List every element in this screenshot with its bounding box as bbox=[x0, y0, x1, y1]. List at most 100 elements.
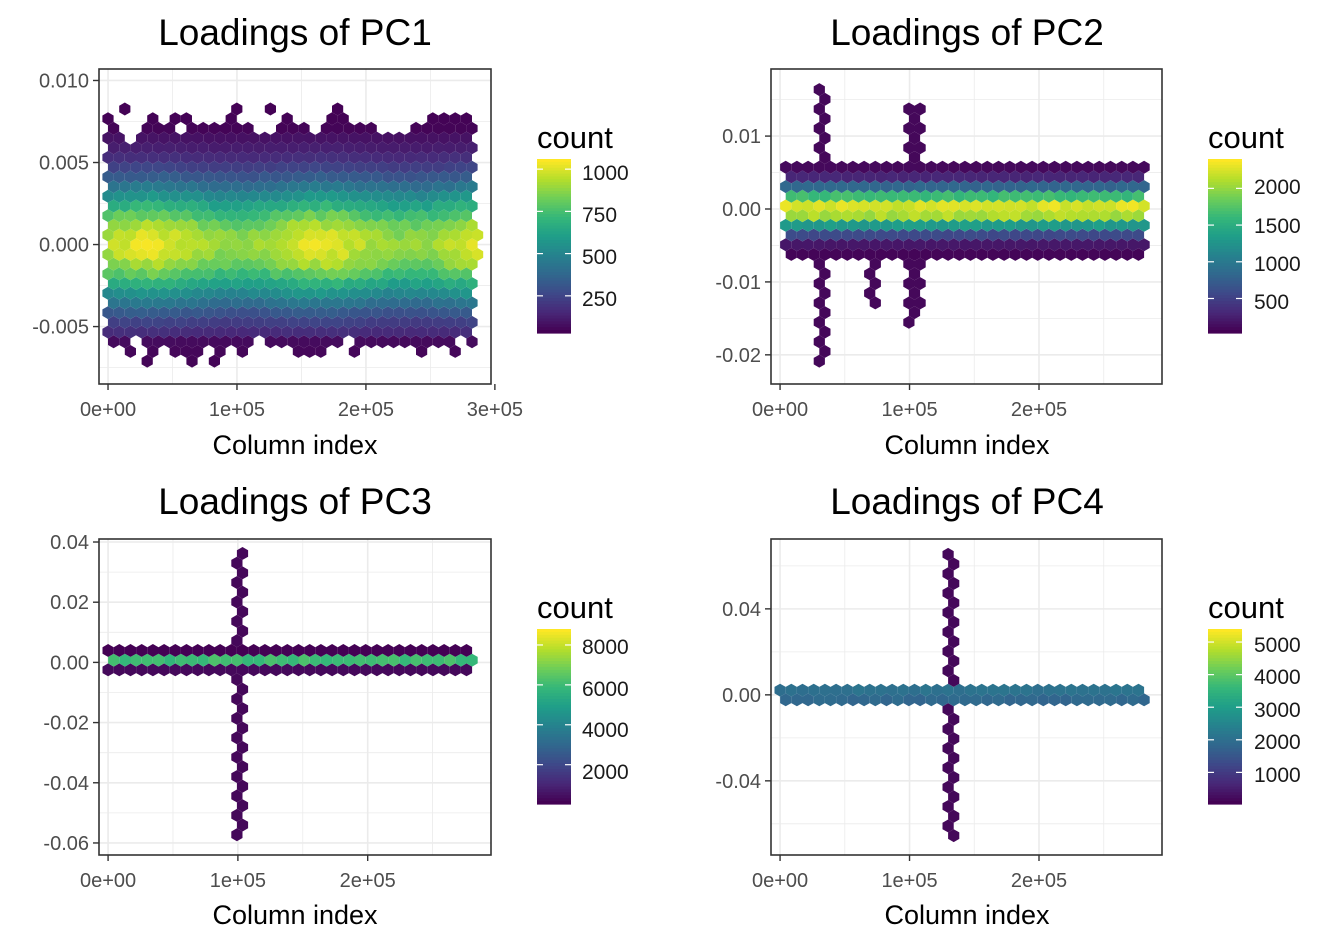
hexbin-cell bbox=[1088, 189, 1100, 203]
hexbin-cell bbox=[460, 228, 472, 242]
legend-colorbar-segment bbox=[537, 734, 571, 738]
legend-colorbar-segment bbox=[1208, 266, 1242, 270]
hexbin-cell bbox=[785, 189, 797, 203]
legend-colorbar-segment bbox=[537, 631, 571, 636]
hexbin-cell bbox=[287, 121, 299, 135]
hexbin-cell bbox=[259, 170, 271, 184]
hexbin-cell bbox=[208, 218, 220, 232]
hexbin-cell bbox=[819, 209, 831, 223]
panel-title: Loadings of PC4 bbox=[830, 481, 1104, 522]
hexbin-cell bbox=[410, 160, 422, 174]
hexbin-cell bbox=[337, 112, 349, 126]
hexbin-cell bbox=[186, 141, 198, 155]
hexbin-cell bbox=[819, 112, 831, 126]
hexbin-cell bbox=[292, 325, 304, 339]
hexbin-cell bbox=[948, 596, 960, 610]
hexbin-cell bbox=[1043, 248, 1055, 261]
hexbin-cell bbox=[225, 267, 237, 281]
hexbin-cell bbox=[466, 315, 478, 329]
hexbin-cell bbox=[1043, 228, 1055, 242]
hexbin-cell bbox=[276, 180, 288, 194]
hexbin-cell bbox=[281, 209, 293, 223]
hexbin-cell bbox=[108, 277, 120, 290]
hexbin-cell bbox=[1116, 199, 1128, 213]
hexbin-cell bbox=[231, 141, 243, 155]
hexbin-cell bbox=[948, 577, 960, 590]
hexbin-cell bbox=[1104, 693, 1117, 707]
hexbin-cell bbox=[841, 248, 853, 261]
hexbin-cell bbox=[908, 131, 921, 145]
hexbin-cell bbox=[976, 228, 988, 242]
hexbin-cell bbox=[236, 345, 248, 358]
hexbin-cell bbox=[348, 151, 360, 164]
hexbin-cell bbox=[264, 277, 276, 290]
hexbin-cell bbox=[393, 644, 405, 657]
hexbin-cell bbox=[180, 248, 192, 261]
hexbin-cell bbox=[124, 306, 136, 320]
hexbin-cell bbox=[970, 218, 982, 232]
hexbin-cell bbox=[259, 644, 271, 657]
hexbin-cell bbox=[1065, 248, 1077, 261]
hexbin-cell bbox=[455, 257, 467, 271]
hexbin-layer bbox=[102, 102, 484, 368]
hexbin-cell bbox=[315, 151, 327, 164]
hexbin-cell bbox=[1116, 218, 1128, 232]
hexbin-cell bbox=[382, 644, 394, 657]
legend-colorbar-segment bbox=[537, 678, 571, 683]
hexbin-cell bbox=[365, 257, 377, 271]
hexbin-cell bbox=[1093, 160, 1105, 174]
legend-colorbar-segment bbox=[537, 260, 571, 264]
hexbin-cell bbox=[164, 218, 176, 232]
hexbin-cell bbox=[942, 248, 954, 261]
hexbin-cell bbox=[948, 829, 960, 843]
hexbin-cell bbox=[1132, 228, 1145, 242]
hexbin-cell bbox=[791, 199, 803, 213]
hexbin-cell bbox=[113, 151, 125, 164]
hexbin-cell bbox=[119, 653, 131, 667]
hexbin-cell bbox=[416, 209, 428, 223]
hexbin-cell bbox=[404, 228, 416, 242]
legend-colorbar-segment bbox=[537, 309, 571, 314]
hexbin-cell bbox=[774, 683, 786, 697]
x-tick-label: 2e+05 bbox=[340, 870, 396, 892]
hexbin-cell bbox=[903, 102, 915, 116]
hexbin-cell bbox=[925, 180, 937, 194]
hexbin-cell bbox=[304, 306, 316, 320]
hexbin-cell bbox=[136, 644, 148, 657]
hexbin-cell bbox=[332, 102, 344, 116]
hexbin-cell bbox=[354, 335, 366, 349]
hexbin-cell bbox=[388, 315, 400, 329]
hexbin-cell bbox=[421, 335, 433, 349]
hexbin-cell bbox=[824, 238, 837, 252]
hexbin-cell bbox=[281, 112, 293, 126]
hexbin-cell bbox=[360, 306, 372, 320]
hexbin-cell bbox=[203, 189, 215, 203]
legend-colorbar-segment bbox=[1208, 190, 1242, 195]
hexbin-cell bbox=[936, 199, 949, 213]
legend-title: count bbox=[1208, 590, 1284, 625]
hexbin-cell bbox=[981, 238, 993, 252]
hexbin-cell bbox=[152, 160, 164, 174]
hexbin-cell bbox=[908, 228, 921, 242]
hexbin-cell bbox=[382, 170, 394, 184]
y-tick-label: 0.01 bbox=[722, 126, 761, 148]
hexbin-cell bbox=[875, 189, 887, 203]
hexbin-cell bbox=[236, 818, 249, 832]
hexbin-cell bbox=[343, 121, 355, 135]
hexbin-cell bbox=[964, 209, 977, 223]
hexbin-cell bbox=[998, 189, 1010, 203]
hexbin-cell bbox=[455, 296, 467, 310]
legend-colorbar-segment bbox=[1208, 731, 1242, 735]
hexbin-cell bbox=[455, 180, 467, 194]
hexbin-cell bbox=[931, 189, 943, 203]
hexbin-cell bbox=[270, 248, 282, 261]
hexbin-cell bbox=[102, 286, 114, 300]
hexbin-cell bbox=[449, 131, 461, 145]
hexbin-cell bbox=[231, 789, 243, 803]
hexbin-cell bbox=[393, 170, 405, 184]
hexbin-cell bbox=[332, 160, 344, 174]
hexbin-cell bbox=[376, 160, 388, 174]
hexbin-cell bbox=[186, 277, 198, 290]
legend-colorbar-segment bbox=[537, 722, 571, 726]
legend-colorbar-segment bbox=[537, 231, 571, 235]
